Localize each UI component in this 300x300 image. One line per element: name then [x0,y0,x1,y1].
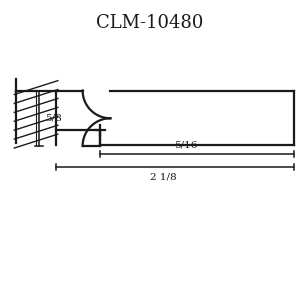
Text: 2 1/8: 2 1/8 [150,173,176,182]
Text: 5/8: 5/8 [45,114,62,123]
Text: 5/16: 5/16 [174,140,197,149]
Text: CLM-10480: CLM-10480 [96,14,204,32]
